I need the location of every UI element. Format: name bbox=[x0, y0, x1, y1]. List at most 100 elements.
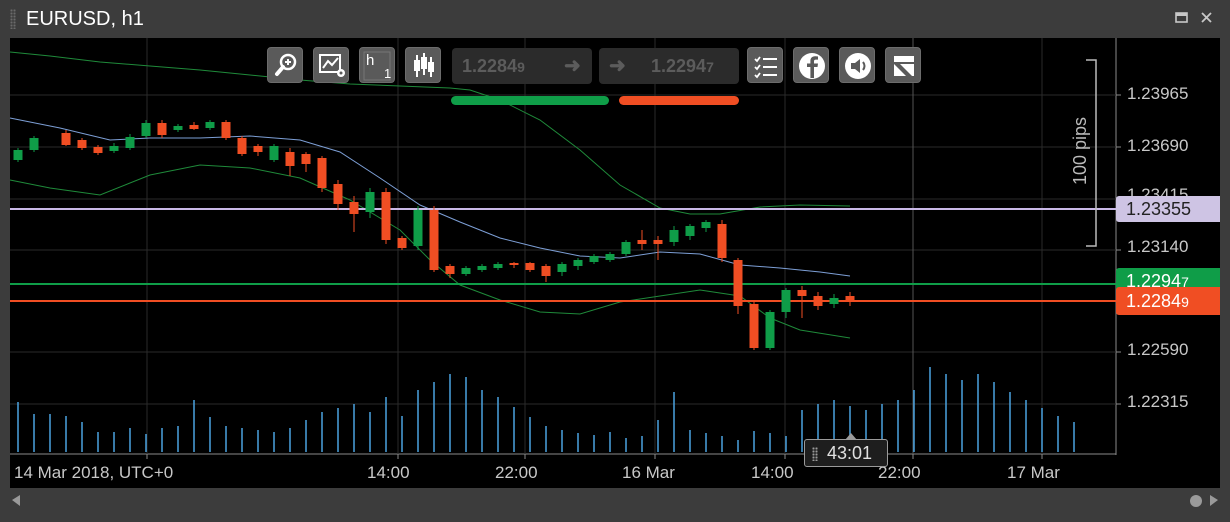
bear-candle bbox=[253, 146, 263, 152]
bear-candle bbox=[397, 238, 407, 248]
bull-candle bbox=[365, 192, 375, 212]
pip-ruler bbox=[1086, 59, 1097, 247]
bull-candle bbox=[685, 226, 695, 236]
arrow-right-icon: ➜ bbox=[564, 55, 581, 77]
bid-price-pipette: 9 bbox=[1181, 294, 1189, 310]
svg-text:h: h bbox=[366, 52, 374, 69]
bear-candle bbox=[749, 304, 759, 348]
candle-countdown[interactable]: 43:01 bbox=[804, 433, 888, 467]
price-axis-label: 1.22590 bbox=[1127, 340, 1189, 359]
bollinger-upper bbox=[9, 51, 851, 215]
time-axis-label: 14 Mar 2018, UTC+0 bbox=[14, 463, 174, 482]
title-bar[interactable]: EURUSD, h1 bbox=[0, 0, 1230, 38]
bull-candle bbox=[141, 123, 151, 136]
bear-candle bbox=[77, 140, 87, 148]
bear-candle bbox=[381, 192, 391, 240]
time-axis-label: 16 Mar bbox=[622, 463, 675, 482]
bull-candle bbox=[573, 260, 583, 266]
candles-button[interactable] bbox=[405, 47, 441, 83]
pip-ruler-bracket bbox=[1086, 59, 1097, 247]
price-axis-label: 1.23965 bbox=[1127, 84, 1189, 103]
bull-candle bbox=[669, 230, 679, 242]
buy-price-box[interactable]: ➜ 1.22947 bbox=[599, 48, 739, 84]
bull-candle bbox=[765, 312, 775, 348]
bear-candle bbox=[509, 263, 519, 265]
bull-candle bbox=[13, 150, 23, 160]
ask-price: 1.2294 bbox=[1126, 271, 1182, 291]
bull-candle bbox=[461, 268, 471, 274]
bull-candle bbox=[477, 266, 487, 270]
candlesticks bbox=[13, 120, 855, 350]
bull-candle bbox=[493, 264, 503, 268]
buy-price: 1.2294 bbox=[651, 56, 707, 76]
price-lines bbox=[10, 208, 1116, 302]
bear-candle bbox=[637, 240, 647, 244]
bear-candle bbox=[349, 202, 359, 214]
bear-candle bbox=[317, 158, 327, 188]
bear-candle bbox=[445, 266, 455, 274]
bull-candle bbox=[125, 137, 135, 148]
sell-price-pipette: 9 bbox=[517, 59, 525, 75]
bear-candle bbox=[93, 147, 103, 153]
facebook-button[interactable] bbox=[793, 47, 829, 83]
chart-settings-icon bbox=[319, 54, 345, 77]
bull-candle bbox=[829, 298, 839, 304]
volume-bars bbox=[17, 367, 1075, 452]
scroll-left-icon[interactable] bbox=[12, 495, 20, 506]
zoom-button[interactable] bbox=[267, 47, 303, 83]
sound-button[interactable] bbox=[839, 47, 875, 83]
pip-ruler-label: 100 pips bbox=[1070, 116, 1090, 185]
ask-price-pipette: 7 bbox=[1181, 274, 1189, 290]
maximize-icon[interactable] bbox=[1174, 10, 1190, 26]
bull-candle bbox=[605, 254, 615, 260]
bear-candle bbox=[845, 296, 855, 302]
buy-bar bbox=[619, 96, 739, 105]
timeframe-button[interactable]: h 1 bbox=[359, 47, 395, 83]
price-axis-label: 1.23690 bbox=[1127, 136, 1189, 155]
sound-icon bbox=[845, 53, 871, 79]
time-axis-label: 22:00 bbox=[878, 463, 921, 482]
sell-bar bbox=[451, 96, 609, 105]
bear-candle bbox=[189, 125, 199, 129]
bear-candle bbox=[237, 138, 247, 154]
templates-icon bbox=[894, 56, 914, 76]
sell-price-box[interactable]: 1.22849 ➜ bbox=[452, 48, 592, 84]
bull-candle bbox=[269, 146, 279, 160]
scrollbar[interactable] bbox=[0, 489, 1230, 522]
bear-candle bbox=[541, 266, 551, 276]
time-axis-label: 22:00 bbox=[495, 463, 538, 482]
bear-candle bbox=[797, 290, 807, 296]
bull-candle bbox=[557, 264, 567, 272]
bull-candle bbox=[109, 146, 119, 151]
bull-candle bbox=[589, 256, 599, 262]
bull-candle bbox=[621, 242, 631, 254]
bear-candle bbox=[429, 210, 439, 270]
facebook-icon bbox=[799, 53, 825, 79]
scrollbar-track bbox=[12, 495, 1218, 507]
bid-price: 1.2284 bbox=[1126, 291, 1182, 311]
bear-candle bbox=[813, 296, 823, 306]
zoom-icon bbox=[275, 53, 297, 76]
bull-candle bbox=[205, 122, 215, 128]
bear-candle bbox=[733, 260, 743, 306]
buy-price-pipette: 7 bbox=[706, 59, 714, 75]
chart-settings-button[interactable] bbox=[313, 47, 349, 83]
bull-candle bbox=[29, 138, 39, 150]
bid-price-tag[interactable]: 1.22849 bbox=[1116, 287, 1220, 315]
close-icon[interactable] bbox=[1199, 10, 1215, 26]
scroll-thumb[interactable] bbox=[1190, 495, 1202, 507]
line-price-tag[interactable]: 1.23355 bbox=[1116, 196, 1220, 222]
price-axis-label: 1.22315 bbox=[1127, 392, 1189, 411]
moving-average bbox=[9, 117, 851, 277]
templates-button[interactable] bbox=[885, 47, 921, 83]
bear-candle bbox=[285, 152, 295, 166]
bear-candle bbox=[301, 154, 311, 164]
drag-grip-icon[interactable] bbox=[10, 9, 16, 29]
sell-price: 1.2284 bbox=[462, 56, 518, 76]
drag-grip-icon[interactable] bbox=[812, 447, 818, 461]
chart-area[interactable] bbox=[10, 38, 1220, 488]
scroll-right-icon[interactable] bbox=[1210, 495, 1218, 506]
list-button[interactable] bbox=[747, 47, 783, 83]
candles-icon bbox=[414, 53, 434, 77]
